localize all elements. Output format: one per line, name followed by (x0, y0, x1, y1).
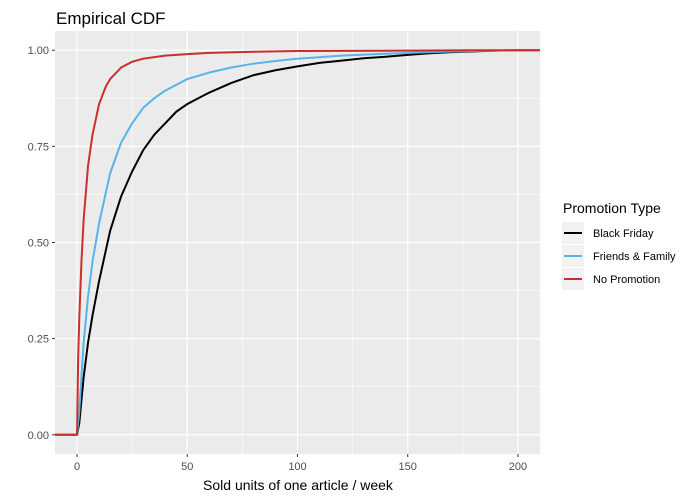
x-axis-title: Sold units of one article / week (203, 477, 394, 493)
x-tick-label: 100 (288, 461, 306, 473)
gridlines (55, 31, 540, 454)
x-tick-label: 200 (509, 461, 527, 473)
y-tick-label: 0.75 (28, 141, 49, 153)
legend-label: Black Friday (593, 228, 654, 240)
y-axis-ticks: 0.00 0.25 0.50 0.75 1.00 (28, 45, 55, 442)
legend: Promotion Type Black Friday Friends & Fam… (562, 200, 676, 290)
chart-title: Empirical CDF (56, 9, 166, 28)
series-line-2 (55, 49, 540, 436)
legend-label: Friends & Family (593, 251, 676, 263)
series-lines (55, 49, 540, 436)
y-tick-label: 0.00 (28, 430, 49, 442)
x-axis-ticks: 0 50 100 150 200 (74, 454, 527, 473)
x-tick-label: 150 (399, 461, 417, 473)
legend-title: Promotion Type (563, 200, 661, 216)
series-line-1 (55, 49, 540, 436)
y-tick-label: 0.25 (28, 334, 49, 346)
y-tick-label: 1.00 (28, 45, 49, 57)
y-tick-label: 0.50 (28, 238, 49, 250)
legend-label: No Promotion (593, 274, 660, 286)
x-tick-label: 50 (181, 461, 193, 473)
x-tick-label: 0 (74, 461, 80, 473)
series-line-0 (55, 49, 540, 436)
